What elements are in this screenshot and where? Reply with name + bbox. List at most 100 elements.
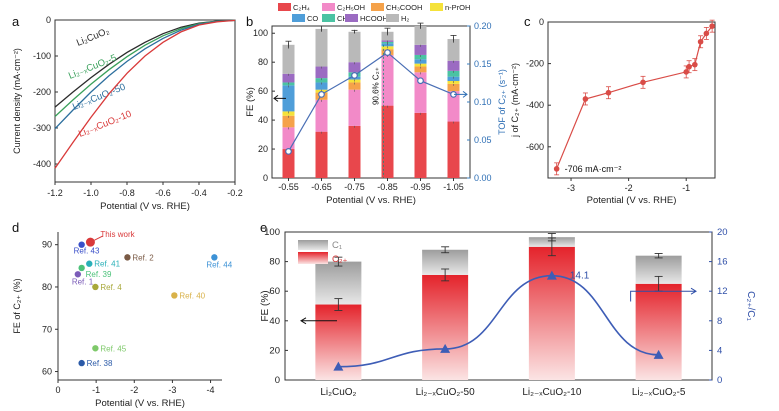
x-tick-label: -0.8 [119, 188, 135, 198]
bar-segment [315, 131, 328, 178]
ratio-point [440, 343, 451, 353]
y-tick-label: -100 [33, 51, 51, 61]
legend-label: CH₃COOH [386, 3, 422, 12]
point-label: Ref. 41 [94, 260, 120, 269]
y-tick-label: 90 [42, 240, 52, 250]
bar-segment [414, 26, 427, 45]
tof-point [417, 77, 424, 85]
data-point [709, 23, 715, 29]
data-point [640, 79, 646, 86]
jc2-line [556, 25, 713, 170]
bar-segment [414, 112, 427, 178]
arrow-left [273, 94, 286, 102]
point-label: Ref. 40 [179, 291, 205, 300]
arrow-right [454, 91, 468, 98]
x-tick-label: -1.05 [443, 182, 464, 192]
x-tick-label: Li₂₋ₓCuO₂-5 [632, 387, 686, 398]
scatter-point [92, 283, 99, 291]
arrow-left [300, 317, 337, 325]
bar-segment [348, 62, 361, 73]
x-tick-label: -0.95 [410, 182, 431, 192]
annotation-arrow [94, 235, 103, 241]
y2-axis-label: C₂₊/C₁ [745, 291, 756, 321]
bar-segment [381, 31, 394, 41]
panel-e-letter: e [260, 220, 267, 235]
x-tick-label: Li₂₋ₓCuO₂-50 [416, 387, 476, 398]
point-label: Ref. 39 [86, 270, 112, 279]
annotation-text: 14.1 [570, 271, 590, 282]
y-tick-label: 100 [264, 227, 280, 238]
x-axis-label: Potential (V vs. RHE) [587, 195, 677, 206]
x-tick-label: -1 [682, 183, 690, 193]
x-tick-label: -0.55 [278, 182, 299, 192]
x-tick-label: Li₂CuO₂ [320, 387, 356, 398]
bar-c2 [528, 246, 575, 380]
y2-tick-label: 20 [717, 227, 728, 238]
panel-d: d 0 -1 -2 -3 -4 60 70 80 90 Potential (V vs. RHE) F… [12, 220, 233, 409]
data-point [703, 30, 710, 37]
bar-segment [447, 91, 460, 122]
ratio-point [546, 270, 557, 280]
point-label: Ref. 4 [100, 283, 122, 292]
bar-segment [414, 66, 427, 73]
y-axis-label: FE (%) [260, 290, 271, 321]
scatter-point [78, 264, 85, 272]
tof-point [318, 90, 325, 98]
y-tick-label: 60 [269, 286, 280, 297]
bar-segment [315, 66, 328, 79]
point-label: This work [100, 230, 135, 239]
y2-tick-label: 0.15 [474, 59, 492, 69]
data-point [692, 61, 698, 68]
legend-label: CO [307, 14, 318, 23]
y-tick-label: 80 [269, 257, 280, 268]
bar-c2 [635, 283, 682, 380]
scatter-point [124, 254, 131, 261]
y-axis-label: j of C₂₊ (mA·cm⁻²) [510, 63, 520, 138]
y-tick-label: 0 [539, 17, 544, 27]
x-tick-label: -4 [207, 385, 215, 395]
arrow-right [630, 287, 697, 302]
legend-label: H₂ [401, 14, 409, 23]
bar-segment [315, 82, 328, 90]
ratio-point [333, 361, 344, 371]
x-tick-label: -3 [567, 183, 575, 193]
bar-c2 [422, 274, 469, 380]
bar-segment [447, 83, 460, 92]
legend-swatch [292, 14, 305, 22]
series-label: Li₂CuO₂ [75, 26, 111, 49]
data-point [605, 89, 612, 96]
y2-axis-label: TOF of C₂₊ (s⁻¹) [497, 69, 507, 135]
data-point [697, 38, 704, 45]
legend-swatch [386, 14, 399, 22]
y-tick-label: 0 [275, 375, 280, 386]
bar-segment [414, 59, 427, 64]
y2-tick-label: 0.05 [474, 135, 492, 145]
bar-segment [348, 89, 361, 126]
bar-segment [447, 60, 460, 71]
legend-swatch [322, 3, 335, 11]
y-tick-label: -200 [33, 87, 51, 97]
legend-label: C₂H₅OH [337, 3, 365, 12]
bar-segment [447, 70, 460, 77]
y-tick-label: 60 [42, 367, 52, 377]
data-point [553, 166, 560, 172]
bar-segment [447, 121, 460, 178]
bar-segment [315, 28, 328, 67]
point-label: Ref. 1 [72, 277, 94, 286]
tof-point [384, 49, 391, 56]
x-tick-label: Li₂₋ₓCuO₂-10 [522, 387, 582, 398]
panel-b-letter: b [246, 14, 253, 29]
x-axis-label: Potential (V vs. RHE) [95, 398, 185, 409]
bar-segment [282, 111, 295, 116]
x-tick-label: -3 [168, 385, 176, 395]
panel-c-frame [547, 21, 716, 179]
data-point [683, 69, 690, 75]
bar-segment [282, 115, 295, 128]
bar-segment [282, 149, 295, 178]
y-tick-label: 20 [258, 144, 268, 154]
bar-segment [282, 127, 295, 150]
scatter-point [211, 254, 218, 261]
data-point [582, 96, 589, 102]
x-tick-label: -2 [130, 385, 138, 395]
y-axis-label: FE of C₂₊ (%) [12, 278, 22, 333]
